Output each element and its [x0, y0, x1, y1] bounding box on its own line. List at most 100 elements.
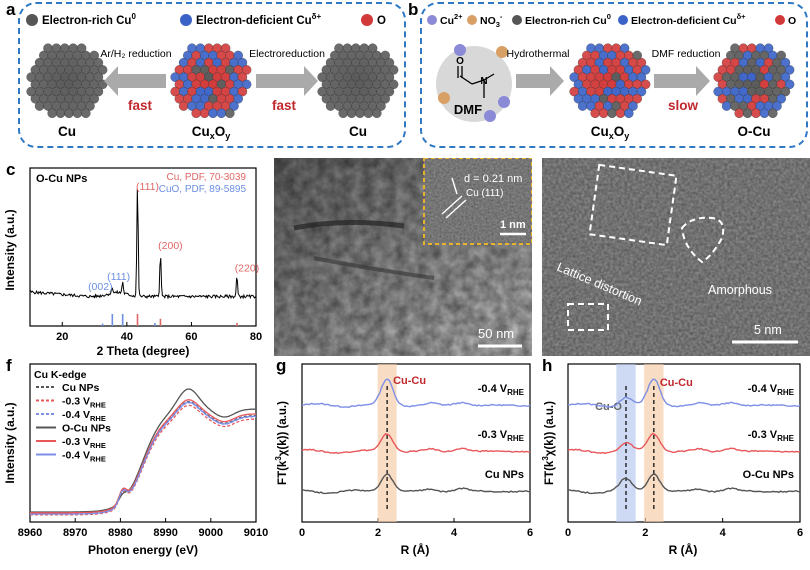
xanes-legend-label: -0.4 VRHE [62, 409, 106, 423]
atom [380, 94, 390, 104]
atom [784, 65, 795, 75]
panel-b-center-particle-label: CuxOy [591, 124, 630, 141]
panel-d-scale-label: 50 nm [478, 326, 514, 341]
legend-no3-label: NO3- [480, 12, 503, 29]
panel-h-exafs-chart: R (Å) FT(k3χ(k)) (a.u.) 0 2 4 6Cu-OCu-Cu -0.… [541, 363, 803, 557]
atom [763, 43, 774, 53]
atom [751, 108, 761, 118]
legend-cu0-label: Electron-rich Cu0 [525, 12, 611, 27]
legend-o-label: O [377, 15, 386, 27]
xanes-legend-label: -0.4 VRHE [62, 450, 106, 464]
exafs-g-xlabel: R (Å) [401, 542, 430, 557]
xrd-title: O-Cu NPs [36, 173, 87, 185]
x-tick-label: 8960 [18, 527, 42, 539]
panel-a-left-speed: fast [128, 98, 153, 113]
xanes-series-line [30, 404, 257, 516]
atom [346, 108, 357, 118]
atom [199, 108, 210, 118]
atom [636, 57, 647, 68]
panel-a-center-sphere [170, 43, 252, 118]
panel-d-inset: d = 0.21 nm Cu (111) 1 nm [423, 158, 532, 245]
x-tick-label: 8990 [153, 527, 177, 539]
exafs-h-xlabel: R (Å) [669, 542, 698, 557]
inset-plane: Cu (111) [466, 188, 503, 199]
atom [237, 86, 248, 97]
exafs-series-label: O-Cu NPs [743, 469, 794, 481]
atom [628, 101, 638, 111]
panel-a-scheme: Electron-rich Cu0 Electron-deficient Cuδ… [26, 12, 399, 141]
atom [640, 65, 651, 75]
atom [384, 72, 395, 82]
atom [577, 101, 588, 111]
exafs-series-label: -0.3 VRHE [748, 429, 795, 443]
atom [388, 79, 399, 90]
legend-cu2-dot [427, 15, 437, 25]
legend-cu0-label: Electron-rich Cu0 [42, 12, 136, 27]
svg-text:O: O [456, 56, 464, 67]
x-tick-label: 80 [250, 331, 262, 343]
exafs-g-ylabel: FT(k3χ(k)) (a.u.) [274, 401, 289, 485]
atom [93, 57, 104, 68]
atom [93, 72, 104, 82]
exafs-series-label: Cu NPs [485, 469, 524, 481]
exafs-series-label: -0.3 VRHE [478, 429, 525, 443]
panel-a-right-sphere [317, 43, 399, 118]
dmf-molecule: O N DMF [436, 44, 512, 122]
exafs-series-line [567, 432, 801, 455]
atom [72, 108, 83, 118]
panel-label-f: f [6, 356, 12, 375]
panel-d-tem-image: d = 0.21 nm Cu (111) 1 nm 50 nm [274, 158, 532, 356]
atom [216, 108, 227, 118]
legend-cu0-dot [26, 14, 38, 26]
atom [376, 101, 386, 111]
atom [225, 108, 235, 118]
exafs-series-line [567, 378, 801, 408]
atom [241, 79, 252, 90]
legend-cudelta-label: Electron-deficient Cuδ+ [631, 12, 746, 27]
panel-label-a: a [6, 0, 16, 19]
xanes-series-line [30, 401, 256, 515]
panel-label-c: c [6, 160, 16, 179]
xanes-series-line [30, 388, 256, 513]
xrd-peak-label: (111) [136, 181, 159, 193]
panel-b-center-sphere [569, 43, 651, 118]
panel-c-xrd-chart: O-Cu NPs Cu, PDF, 70-3039 CuO, PDF, 89-5… [3, 167, 262, 358]
atom [624, 108, 634, 118]
x-tick-label: 6 [527, 527, 533, 539]
xrd-peak-label: (200) [158, 240, 183, 252]
atom [384, 86, 395, 97]
inset-scale-label: 1 nm [500, 219, 526, 231]
panel-f-xanes-chart: Cu K-edge Photon energy (eV) Intensity (… [3, 363, 268, 557]
xanes-ylabel: Intensity (a.u.) [3, 402, 17, 483]
panel-b-right-particle-label: O-Cu [738, 124, 771, 139]
atom [607, 108, 617, 118]
x-tick-label: 8980 [108, 527, 132, 539]
xanes-legend-label: Cu NPs [62, 382, 100, 394]
atom [721, 101, 732, 111]
atom [780, 57, 791, 68]
exafs-series-line [301, 378, 531, 408]
atom [640, 79, 651, 90]
atom [237, 57, 248, 68]
atom [55, 108, 66, 118]
atom [325, 101, 336, 111]
atom [241, 65, 252, 75]
legend-cudelta-dot [618, 15, 628, 25]
atom [34, 101, 45, 111]
atom [220, 43, 231, 53]
exafs-series-line [301, 473, 531, 495]
atom [208, 108, 218, 118]
xrd-peak-label: (220) [235, 263, 260, 275]
xanes-legend-label: -0.3 VRHE [62, 436, 106, 450]
panel-b-arrow1-label: Hydrothermal [506, 48, 569, 60]
inset-d-spacing: d = 0.21 nm [464, 173, 522, 185]
legend-o-label: O [788, 15, 796, 27]
panel-b-legend: Cu2+ NO3- Electron-rich Cu0 Electron-def… [427, 12, 796, 29]
exafs-band-label: Cu-Cu [393, 375, 426, 387]
xanes-xlabel: Photon energy (eV) [88, 543, 198, 557]
legend-cudelta-label: Electron-deficient Cuδ+ [196, 12, 322, 27]
atom [784, 79, 795, 90]
panel-b-arrow1 [516, 66, 564, 96]
panel-a-left-arrow [104, 66, 166, 96]
x-tick-label: 40 [121, 331, 133, 343]
